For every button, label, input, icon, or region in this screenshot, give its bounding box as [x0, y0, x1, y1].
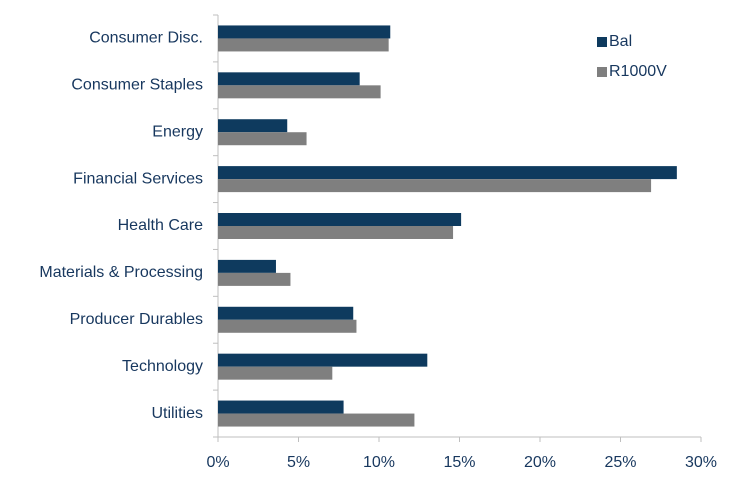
x-tick-label: 5% — [287, 454, 310, 471]
legend-swatch — [597, 67, 607, 77]
x-tick-label: 30% — [685, 454, 717, 471]
bar — [218, 226, 454, 239]
bar — [218, 72, 360, 86]
bar — [218, 179, 652, 193]
bar — [218, 132, 307, 146]
y-tick-label: Financial Services — [73, 170, 203, 187]
bar — [218, 306, 354, 320]
x-tick-label: 15% — [443, 454, 475, 471]
bar — [218, 272, 291, 286]
bar — [218, 38, 389, 52]
legend-swatch — [597, 37, 607, 47]
y-tick-label: Materials & Processing — [39, 264, 203, 281]
bar — [218, 413, 415, 427]
y-tick-label: Energy — [152, 123, 203, 140]
legend-label: Bal — [609, 33, 632, 50]
bar — [218, 119, 288, 133]
bar — [218, 85, 381, 99]
x-tick-label: 20% — [524, 454, 556, 471]
bar — [218, 259, 276, 273]
y-tick-label: Technology — [122, 358, 203, 375]
bar — [218, 353, 428, 367]
bar — [218, 400, 344, 414]
y-tick-label: Producer Durables — [70, 311, 203, 328]
bar — [218, 25, 391, 39]
x-tick-label: 0% — [206, 454, 229, 471]
y-tick-label: Health Care — [118, 217, 203, 234]
x-tick-label: 10% — [363, 454, 395, 471]
bar — [218, 366, 333, 380]
bar — [218, 319, 357, 333]
legend-label: R1000V — [609, 63, 667, 80]
bar — [218, 166, 677, 180]
x-tick-label: 25% — [604, 454, 636, 471]
bar — [218, 213, 462, 226]
y-tick-label: Consumer Staples — [71, 77, 203, 94]
y-tick-label: Consumer Disc. — [89, 30, 203, 47]
y-tick-label: Utilities — [151, 405, 203, 422]
